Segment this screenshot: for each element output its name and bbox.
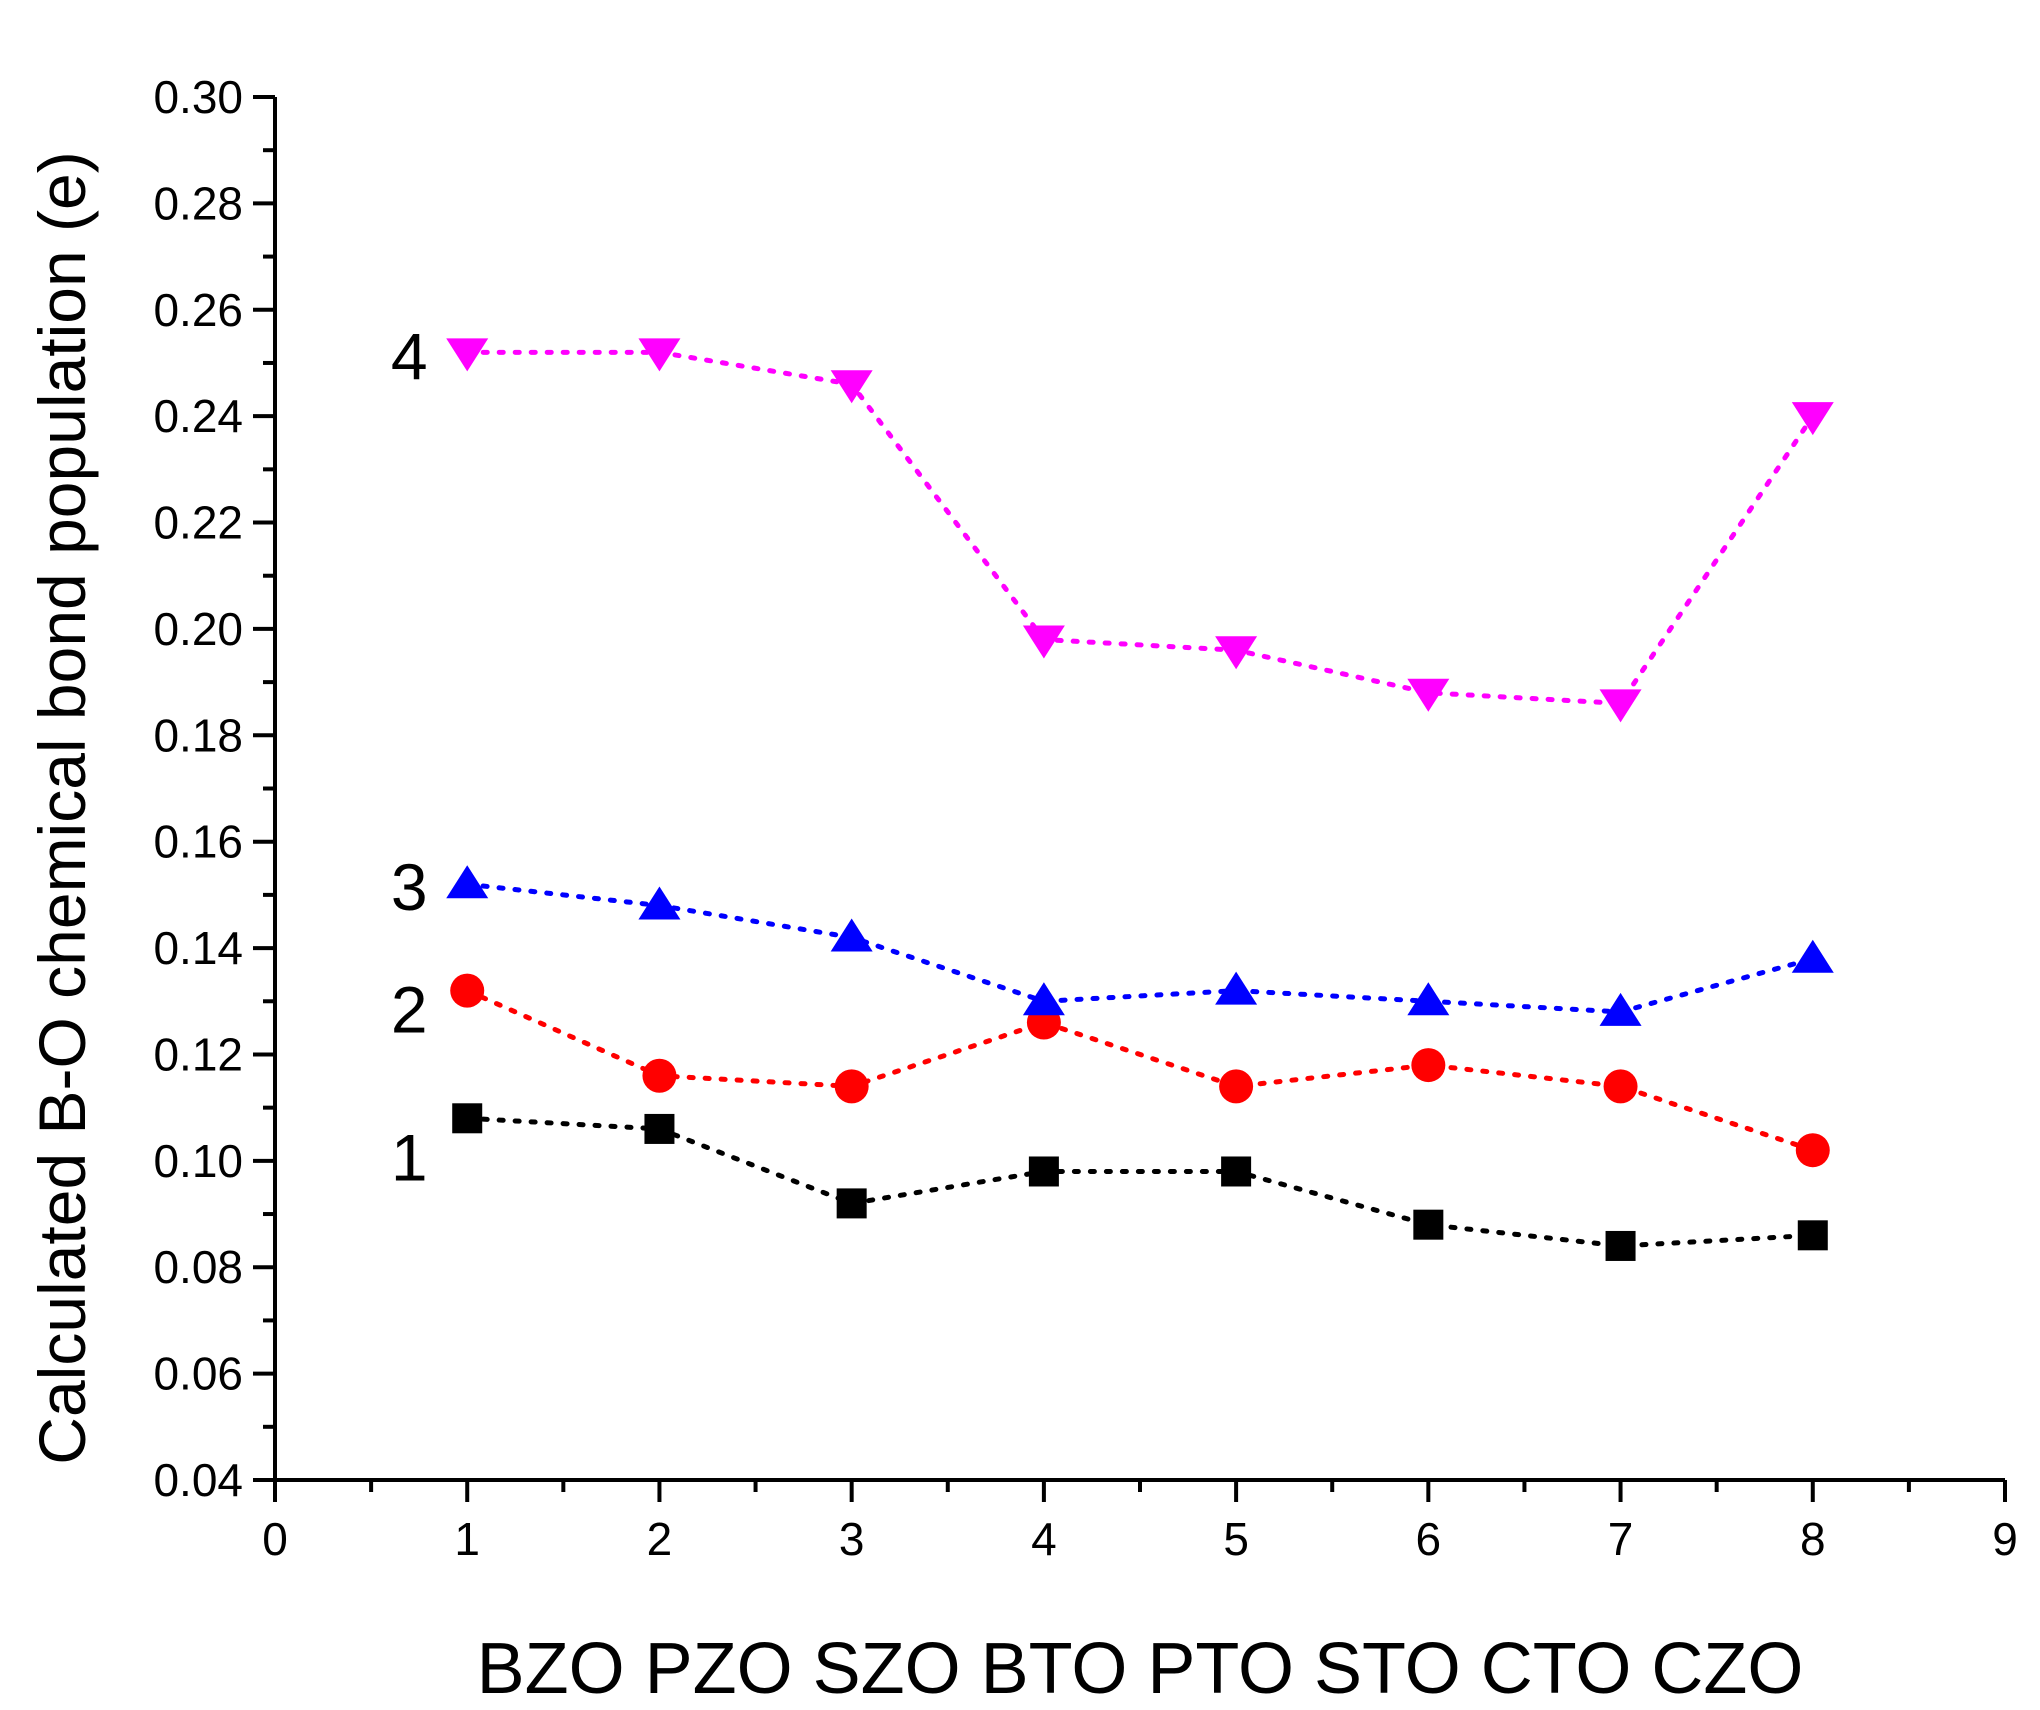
series-3-line bbox=[464, 881, 1816, 1015]
y-tick-label: 0.16 bbox=[153, 816, 243, 868]
y-tick-label: 0.24 bbox=[153, 390, 243, 442]
data-point-square bbox=[836, 1188, 867, 1219]
series-label-3: 3 bbox=[391, 850, 428, 924]
y-tick-label: 0.26 bbox=[153, 284, 243, 336]
axes: 0.04 0.06 0.08 0.10 0.12 0.14 0.16 0.18 0.20 0.22… bbox=[153, 71, 2017, 1565]
data-point-triangle-down bbox=[1215, 636, 1258, 670]
data-point-circle bbox=[834, 1069, 869, 1104]
data-point-circle bbox=[642, 1058, 677, 1093]
x-tick-label: 0 bbox=[262, 1513, 288, 1565]
y-axis-title: Calculated B-O chemical bond population … bbox=[25, 151, 99, 1464]
data-point-square bbox=[452, 1103, 483, 1134]
x-tick-label: 5 bbox=[1223, 1513, 1249, 1565]
series-label-2: 2 bbox=[391, 973, 428, 1047]
data-point-triangle-down bbox=[638, 338, 681, 372]
data-point-triangle-up bbox=[638, 886, 681, 920]
data-point-square bbox=[1797, 1220, 1828, 1251]
data-point-triangle-up bbox=[1407, 982, 1450, 1016]
data-point-triangle-down bbox=[1599, 689, 1642, 723]
data-point-square bbox=[1221, 1156, 1252, 1187]
data-point-triangle-down bbox=[830, 370, 873, 404]
data-point-triangle-down bbox=[1791, 402, 1834, 436]
y-tick-label: 0.14 bbox=[153, 922, 243, 974]
data-point-triangle-up bbox=[1215, 971, 1258, 1005]
x-tick-label: 7 bbox=[1608, 1513, 1634, 1565]
data-point-circle bbox=[450, 973, 485, 1008]
data-point-triangle-down bbox=[1407, 678, 1450, 712]
data-point-circle bbox=[1795, 1133, 1830, 1168]
data-point-triangle-up bbox=[446, 865, 489, 899]
x-tick-label: 6 bbox=[1416, 1513, 1442, 1565]
x-tick-label: 2 bbox=[647, 1513, 673, 1565]
y-tick-label: 0.04 bbox=[153, 1454, 243, 1506]
series-1-line bbox=[464, 1115, 1816, 1249]
x-tick-label: 1 bbox=[454, 1513, 480, 1565]
y-tick-label: 0.12 bbox=[153, 1028, 243, 1080]
x-tick-label: 8 bbox=[1800, 1513, 1826, 1565]
data-point-circle bbox=[1411, 1048, 1446, 1083]
series-4-line bbox=[464, 349, 1816, 706]
y-tick-label: 0.28 bbox=[153, 177, 243, 229]
x-tick-label: 3 bbox=[839, 1513, 865, 1565]
y-tick-label: 0.06 bbox=[153, 1348, 243, 1400]
data-point-circle bbox=[1603, 1069, 1638, 1104]
series-2-line bbox=[464, 988, 1816, 1153]
data-point-triangle-up bbox=[830, 918, 873, 952]
data-point-triangle-up bbox=[1022, 982, 1065, 1016]
y-tick-label: 0.10 bbox=[153, 1135, 243, 1187]
series-label-1: 1 bbox=[391, 1120, 428, 1194]
series-3: 3 bbox=[391, 850, 1834, 1026]
data-point-triangle-down bbox=[446, 338, 489, 372]
y-tick-label: 0.22 bbox=[153, 497, 243, 549]
series-layer: 1 2 3 4 bbox=[391, 319, 1834, 1261]
y-tick-label: 0.18 bbox=[153, 709, 243, 761]
y-tick-label: 0.20 bbox=[153, 603, 243, 655]
series-4: 4 bbox=[391, 319, 1834, 723]
data-point-triangle-up bbox=[1599, 992, 1642, 1026]
data-point-square bbox=[644, 1113, 675, 1144]
data-point-square bbox=[1605, 1230, 1636, 1261]
x-tick-label: 4 bbox=[1031, 1513, 1057, 1565]
series-1: 1 bbox=[391, 1103, 1828, 1261]
data-point-triangle-down bbox=[1022, 625, 1065, 659]
data-point-square bbox=[1413, 1209, 1444, 1240]
y-tick-label: 0.30 bbox=[153, 71, 243, 123]
series-2: 2 bbox=[391, 973, 1830, 1168]
x-tick-label: 9 bbox=[1992, 1513, 2018, 1565]
data-point-triangle-up bbox=[1791, 939, 1834, 973]
data-point-square bbox=[1028, 1156, 1059, 1187]
x-axis-title: BZO PZO SZO BTO PTO STO CTO CZO bbox=[477, 1629, 1804, 1709]
y-tick-label: 0.08 bbox=[153, 1241, 243, 1293]
series-label-4: 4 bbox=[391, 319, 428, 393]
data-point-circle bbox=[1219, 1069, 1254, 1104]
